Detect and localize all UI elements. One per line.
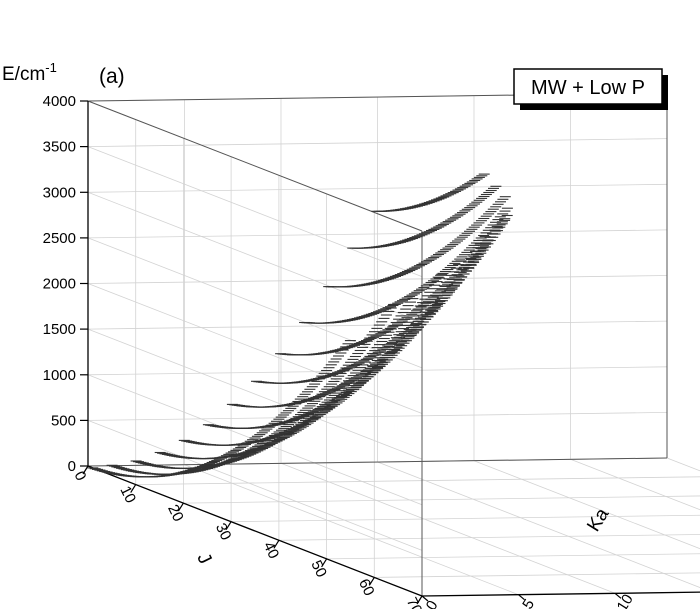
legend-text: MW + Low P	[531, 77, 645, 99]
x-axis-tick	[225, 521, 232, 531]
box-edge	[87, 100, 423, 232]
data-layer	[87, 173, 513, 478]
y-axis-title: Ka	[583, 504, 613, 535]
x-axis-tick	[273, 539, 280, 549]
z-axis-tick-label: 0	[68, 458, 76, 475]
legend-box: MW + Low P	[513, 68, 668, 110]
z-axis-title-text: E/cm	[2, 64, 45, 85]
x-axis-tick	[368, 577, 375, 586]
ka-series-8	[275, 214, 513, 356]
z-axis-tick-label: 3000	[43, 184, 76, 201]
ka-series-11	[347, 185, 502, 249]
panel-label: (a)	[99, 65, 125, 88]
z-axis-tick-label: 3500	[43, 139, 76, 156]
x-axis-tick-label: 10	[116, 483, 139, 505]
label-layer: 0 500 1000 1500 2000 2500 3000 3500 4000 0 10 20 30 4…	[43, 93, 637, 609]
z-axis-title-superscript: -1	[45, 60, 57, 75]
grid-line	[374, 572, 700, 578]
grid-line	[87, 237, 423, 369]
grid-line	[87, 146, 423, 277]
z-axis-tick-label: 2500	[43, 230, 76, 247]
x-axis-tick	[130, 484, 137, 493]
grid-line	[184, 464, 519, 596]
y-axis-tick-label: 0	[423, 598, 442, 609]
x-axis-tick	[416, 595, 423, 605]
x-axis-tick-label: 60	[355, 576, 378, 598]
grid-line	[87, 283, 423, 414]
z-axis-title: E/cm-1	[2, 60, 57, 85]
y-axis-tick	[518, 594, 525, 601]
y-axis-tick-label: 5	[519, 596, 538, 609]
y-axis-line	[421, 591, 700, 597]
ka-series-9	[299, 207, 513, 324]
grid-line	[280, 462, 616, 594]
z-axis-tick-label: 500	[51, 412, 76, 429]
z-axis-tick-label: 1500	[43, 321, 76, 338]
x-axis-tick-label: 20	[164, 502, 187, 524]
z-axis-tick-label: 1000	[43, 367, 76, 384]
x-axis-tick-label: 30	[212, 521, 235, 543]
x-axis-title: J	[192, 550, 215, 568]
grid-line	[473, 460, 700, 550]
grid-line	[87, 420, 423, 551]
ka-series-10	[323, 196, 511, 288]
axis-layer	[80, 92, 700, 605]
grid-line	[183, 495, 700, 504]
grid-line	[326, 553, 700, 560]
ka-series-12	[371, 173, 490, 212]
grid-line	[87, 191, 423, 323]
z-axis-tick-label: 2000	[43, 276, 76, 293]
grid-line	[377, 461, 700, 588]
x-axis-tick	[82, 465, 89, 475]
box-edge	[87, 457, 668, 467]
grid-line	[231, 514, 700, 523]
grid-line	[87, 328, 423, 460]
x-axis-tick-label: 50	[307, 558, 330, 580]
grid-line	[278, 534, 700, 541]
y-axis-tick-label: 10	[614, 591, 637, 609]
x-axis-line	[87, 465, 423, 597]
x-axis-tick	[177, 502, 184, 512]
x-axis-tick-label: 40	[260, 539, 283, 561]
grid-line	[570, 458, 700, 511]
z-axis-tick-label: 4000	[43, 93, 76, 110]
y-axis-tick	[421, 595, 429, 602]
y-axis-tick	[614, 592, 622, 599]
x-axis-tick	[321, 558, 328, 568]
